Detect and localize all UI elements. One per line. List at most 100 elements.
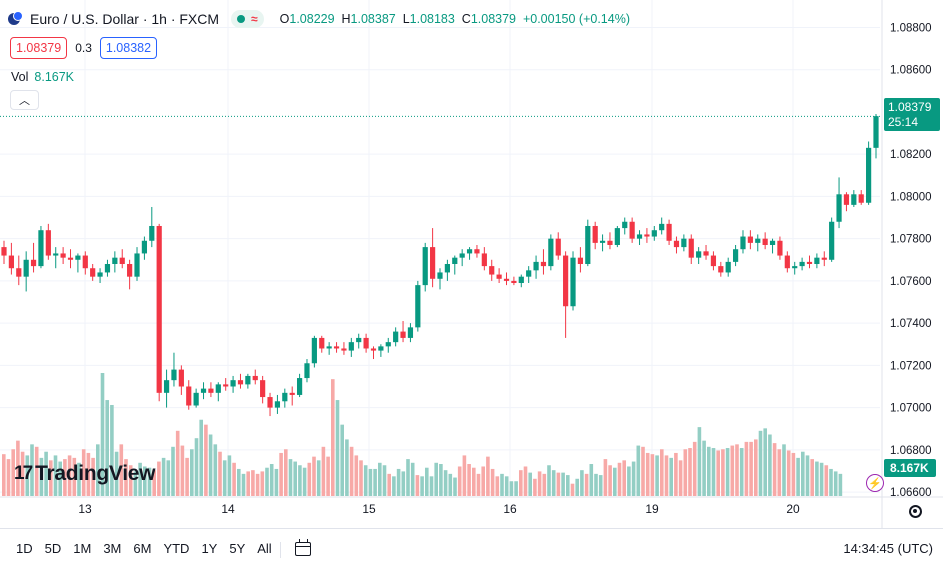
candle [156,223,162,402]
volume-bar [114,451,119,496]
volume-bar [674,452,678,496]
candle [393,327,399,347]
volume-bar [580,470,584,496]
tradingview-logo[interactable]: 17 TradingView [14,462,155,486]
range-button-3m[interactable]: 3M [103,541,122,556]
candle [200,382,207,400]
volume-bar [387,473,391,496]
volume-bar [528,472,532,496]
trade-panel: 1.08379 0.3 1.08382 [10,37,158,59]
candle [644,228,650,243]
volume-bar [486,456,490,496]
range-button-all[interactable]: All [257,541,272,556]
candle [518,274,524,288]
volume-bar [316,460,321,496]
volume-bar [453,477,457,496]
volume-bar [321,446,326,496]
candle [245,373,251,389]
date-range-selector: 1D 5D 1M 3M 6M YTD 1Y 5Y All [10,538,278,560]
candle [526,266,532,284]
range-button-1y[interactable]: 1Y [201,541,218,556]
time-tick-label: 14 [221,502,235,516]
candle [237,373,244,389]
candle [636,230,643,245]
volume-bar [575,478,579,496]
go-to-date-calendar-icon[interactable] [292,538,314,560]
candle [30,242,37,273]
volume-bar [251,470,255,496]
utc-clock[interactable]: 14:34:45 (UTC) [843,541,933,556]
volume-bar [749,441,753,496]
range-button-1m[interactable]: 1M [73,541,92,556]
volume-bar [298,465,302,496]
volume-bar [345,439,349,496]
time-tick-label: 20 [786,502,800,516]
candle [23,251,29,292]
candle [843,192,850,212]
volume-legend[interactable]: Vol 8.167K [11,70,74,84]
candle [119,249,125,269]
candle [422,242,428,292]
buy-button[interactable]: 1.08382 [99,37,158,59]
chart-area[interactable]: 1.08800 1.08600 1.08200 1.08000 1.07800 1.076… [0,0,943,528]
time-tick-label: 16 [503,502,517,516]
candle [718,261,724,277]
candle [82,251,88,275]
range-button-1d[interactable]: 1D [16,541,33,556]
range-button-5y[interactable]: 5Y [229,541,246,556]
tradingview-wordmark: TradingView [35,462,156,485]
candlestick-chart[interactable]: 1.08800 1.08600 1.08200 1.08000 1.07800 1.076… [0,0,943,528]
volume-bar [791,452,796,496]
chart-settings-gear-icon[interactable] [906,502,924,520]
range-button-ytd[interactable]: YTD [163,541,190,556]
volume-bar [396,468,401,496]
volume-bar [566,475,570,496]
candle [260,375,266,404]
volume-bar [721,449,725,496]
sell-button[interactable]: 1.08379 [10,37,68,59]
volume-bar [100,373,105,496]
candle [252,369,258,385]
volume-bar [312,456,316,496]
market-status-badge[interactable]: ≈ [231,10,264,28]
candle [348,337,354,357]
volume-bar [119,444,124,496]
volume-bar [138,462,142,496]
wave-icon: ≈ [251,12,258,26]
candle [732,244,739,267]
range-button-6m[interactable]: 6M [133,541,152,556]
volume-bar [354,455,359,496]
price-tick-label: 1.07800 [890,234,932,246]
symbol-title[interactable]: Euro / U.S. Dollar · 1h · FXCM [30,11,220,27]
collapse-legend-button[interactable]: ︿ [10,90,39,110]
volume-bar [265,467,269,496]
volume-bar [519,470,523,496]
candle [149,206,155,248]
candle [747,230,753,250]
volume-bar [401,471,406,496]
candle [230,375,236,393]
volume-bar [439,464,443,496]
volume-bar [631,461,636,496]
volume-bar [91,457,95,496]
volume-bar [406,459,410,496]
volume-bar [105,400,109,496]
volume-bar [688,448,692,496]
volume-bar [260,471,265,496]
volume-bar [819,462,824,496]
time-tick-label: 19 [645,502,659,516]
volume-bar [467,464,471,496]
volume-bar [199,419,203,496]
candle [651,225,657,241]
candle [444,259,450,281]
volume-bar [542,473,547,496]
candle [356,333,362,349]
volume-bar [302,467,307,496]
candle [319,335,325,353]
range-button-5d[interactable]: 5D [44,541,62,556]
volume-bar [96,444,100,496]
volume-bar [509,481,514,496]
candle [112,251,118,273]
volume-bar [420,476,424,496]
flash-icon[interactable]: ⚡ [866,474,884,492]
